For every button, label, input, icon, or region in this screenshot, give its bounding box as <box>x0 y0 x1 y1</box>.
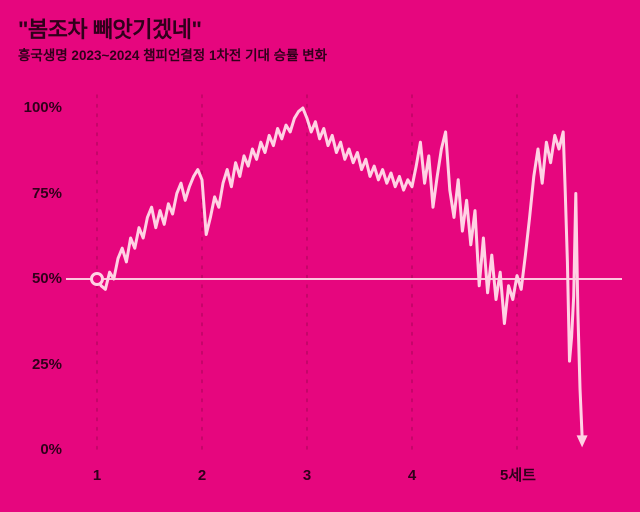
page-title: "봄조차 빼앗기겠네" <box>18 17 202 42</box>
start-open-circle-marker <box>90 272 104 286</box>
x-axis-tick-set2: 2 <box>197 467 207 484</box>
y-axis-tick-75: 75% <box>31 185 62 202</box>
x-axis-tick-set5: 5세트 <box>500 467 536 484</box>
page-subtitle: 흥국생명 2023~2024 챔피언결정 1차전 기대 승률 변화 <box>18 48 328 63</box>
x-axis-tick-set3: 3 <box>302 467 312 484</box>
arrow-down-icon <box>576 435 588 448</box>
win-probability-line <box>95 106 584 438</box>
x-axis-tick-set4: 4 <box>407 467 417 484</box>
y-axis-tick-0: 0% <box>40 441 62 458</box>
y-axis-tick-50: 50% <box>31 270 62 287</box>
x-axis-tick-set1: 1 <box>92 467 102 484</box>
y-axis-tick-100: 100% <box>23 99 62 116</box>
y-axis-tick-25: 25% <box>31 356 62 373</box>
